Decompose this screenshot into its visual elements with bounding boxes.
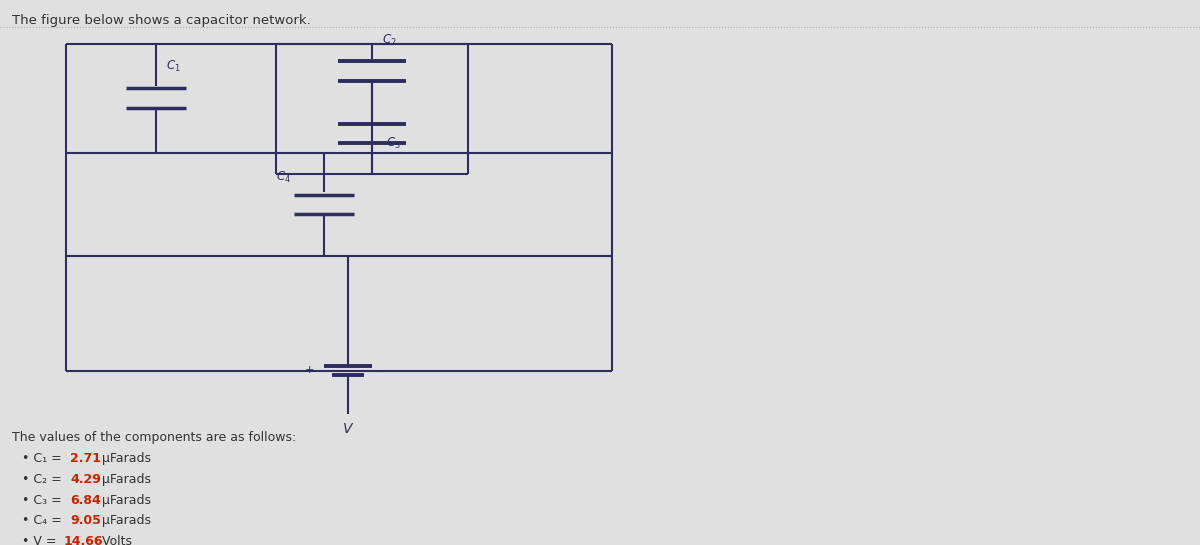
Text: • C₂ =: • C₂ =: [22, 473, 65, 486]
Text: The figure below shows a capacitor network.: The figure below shows a capacitor netwo…: [12, 14, 311, 27]
Text: μFarads: μFarads: [98, 514, 151, 528]
Text: 2.71: 2.71: [71, 452, 101, 465]
Text: • C₁ =: • C₁ =: [22, 452, 65, 465]
Text: $C_4$: $C_4$: [276, 170, 290, 185]
Text: +: +: [305, 365, 314, 374]
Text: 14.66: 14.66: [64, 535, 103, 545]
Text: $C_3$: $C_3$: [386, 136, 401, 152]
Text: μFarads: μFarads: [98, 494, 151, 507]
Text: μFarads: μFarads: [98, 452, 151, 465]
Text: The values of the components are as follows:: The values of the components are as foll…: [12, 431, 296, 444]
Text: • C₄ =: • C₄ =: [22, 514, 65, 528]
Text: V: V: [343, 422, 353, 437]
Text: 4.29: 4.29: [71, 473, 101, 486]
Text: • C₃ =: • C₃ =: [22, 494, 65, 507]
Text: μFarads: μFarads: [98, 473, 151, 486]
Text: 6.84: 6.84: [71, 494, 101, 507]
Text: Volts: Volts: [98, 535, 132, 545]
Text: 9.05: 9.05: [71, 514, 101, 528]
Text: $C_1$: $C_1$: [166, 58, 180, 74]
Text: $C_2$: $C_2$: [382, 33, 396, 48]
Text: • V =: • V =: [22, 535, 60, 545]
Text: −: −: [376, 366, 386, 379]
